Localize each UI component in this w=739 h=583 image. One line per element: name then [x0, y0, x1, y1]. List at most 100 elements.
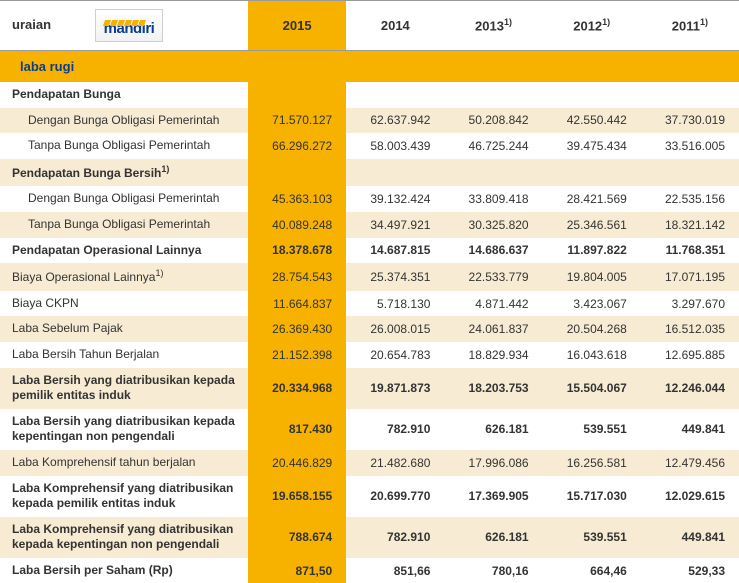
cell-value: 16.512.035 — [641, 316, 739, 342]
cell-value: 18.378.678 — [248, 238, 346, 264]
row-label: Biaya Operasional Lainnya1) — [0, 263, 248, 291]
cell-value: 18.321.142 — [641, 212, 739, 238]
table-row: Laba Bersih yang diatribusikan kepada pe… — [0, 368, 739, 409]
cell-value: 11.897.822 — [543, 238, 641, 264]
cell-value — [248, 82, 346, 108]
table-row: Pendapatan Bunga — [0, 82, 739, 108]
cell-value — [346, 159, 444, 187]
cell-value: 449.841 — [641, 517, 739, 558]
cell-value: 46.725.244 — [444, 133, 542, 159]
table-row: Laba Bersih per Saham (Rp)871,50851,6678… — [0, 558, 739, 583]
cell-value: 780,16 — [444, 558, 542, 583]
table-row: Biaya CKPN11.664.8375.718.1304.871.4423.… — [0, 291, 739, 317]
row-label: Laba Sebelum Pajak — [0, 316, 248, 342]
header-uraian: uraian mandiri — [0, 1, 248, 51]
cell-value: 3.423.067 — [543, 291, 641, 317]
cell-value: 12.029.615 — [641, 476, 739, 517]
row-label: Laba Komprehensif yang diatribusikan kep… — [0, 476, 248, 517]
cell-value: 12.246.044 — [641, 368, 739, 409]
cell-value: 788.674 — [248, 517, 346, 558]
row-label: Tanpa Bunga Obligasi Pemerintah — [0, 212, 248, 238]
cell-value — [444, 159, 542, 187]
cell-value: 18.829.934 — [444, 342, 542, 368]
cell-value: 21.482.680 — [346, 450, 444, 476]
cell-value — [346, 82, 444, 108]
cell-value: 626.181 — [444, 409, 542, 450]
row-label: Pendapatan Operasional Lainnya — [0, 238, 248, 264]
cell-value: 17.071.195 — [641, 263, 739, 291]
mandiri-logo: mandiri — [95, 9, 164, 42]
header-col-2012: 20121) — [543, 1, 641, 51]
table-row: Laba Komprehensif yang diatribusikan kep… — [0, 517, 739, 558]
cell-value: 782.910 — [346, 409, 444, 450]
cell-value: 21.152.398 — [248, 342, 346, 368]
cell-value: 871,50 — [248, 558, 346, 583]
cell-value: 817.430 — [248, 409, 346, 450]
cell-value: 50.208.842 — [444, 108, 542, 134]
cell-value: 33.516.005 — [641, 133, 739, 159]
table-row: Laba Bersih Tahun Berjalan21.152.39820.6… — [0, 342, 739, 368]
cell-value: 3.297.670 — [641, 291, 739, 317]
cell-value: 11.664.837 — [248, 291, 346, 317]
row-label: Dengan Bunga Obligasi Pemerintah — [0, 186, 248, 212]
cell-value: 626.181 — [444, 517, 542, 558]
row-label: Tanpa Bunga Obligasi Pemerintah — [0, 133, 248, 159]
table-row: Laba Komprehensif yang diatribusikan kep… — [0, 476, 739, 517]
table-row: Dengan Bunga Obligasi Pemerintah71.570.1… — [0, 108, 739, 134]
table-row: Pendapatan Operasional Lainnya18.378.678… — [0, 238, 739, 264]
row-label: Laba Bersih per Saham (Rp) — [0, 558, 248, 583]
cell-value: 62.637.942 — [346, 108, 444, 134]
table-row: Laba Sebelum Pajak26.369.43026.008.01524… — [0, 316, 739, 342]
cell-value — [248, 159, 346, 187]
table-row: Laba Komprehensif tahun berjalan20.446.8… — [0, 450, 739, 476]
cell-value: 19.804.005 — [543, 263, 641, 291]
cell-value: 28.754.543 — [248, 263, 346, 291]
cell-value: 66.296.272 — [248, 133, 346, 159]
cell-value: 4.871.442 — [444, 291, 542, 317]
cell-value: 12.695.885 — [641, 342, 739, 368]
cell-value: 42.550.442 — [543, 108, 641, 134]
cell-value: 449.841 — [641, 409, 739, 450]
cell-value: 539.551 — [543, 409, 641, 450]
row-label: Dengan Bunga Obligasi Pemerintah — [0, 108, 248, 134]
cell-value: 14.687.815 — [346, 238, 444, 264]
row-label: Biaya CKPN — [0, 291, 248, 317]
cell-value: 19.871.873 — [346, 368, 444, 409]
cell-value: 20.446.829 — [248, 450, 346, 476]
cell-value: 22.535.156 — [641, 186, 739, 212]
cell-value: 26.008.015 — [346, 316, 444, 342]
cell-value — [641, 159, 739, 187]
cell-value: 16.043.618 — [543, 342, 641, 368]
table-row: Laba Bersih yang diatribusikan kepada ke… — [0, 409, 739, 450]
table-row: Biaya Operasional Lainnya1)28.754.54325.… — [0, 263, 739, 291]
header-row: uraian mandiri 2015 2014 20131) 20121) 2… — [0, 1, 739, 51]
cell-value: 39.475.434 — [543, 133, 641, 159]
cell-value — [543, 82, 641, 108]
row-label: Laba Komprehensif tahun berjalan — [0, 450, 248, 476]
row-label: Laba Bersih yang diatribusikan kepada pe… — [0, 368, 248, 409]
uraian-label: uraian — [12, 17, 51, 32]
cell-value: 15.717.030 — [543, 476, 641, 517]
cell-value: 71.570.127 — [248, 108, 346, 134]
section-title: laba rugi — [0, 51, 739, 83]
financial-table: uraian mandiri 2015 2014 20131) 20121) 2… — [0, 0, 739, 583]
cell-value: 24.061.837 — [444, 316, 542, 342]
row-label: Laba Bersih yang diatribusikan kepada ke… — [0, 409, 248, 450]
section-title-row: laba rugi — [0, 51, 739, 83]
cell-value: 539.551 — [543, 517, 641, 558]
cell-value: 782.910 — [346, 517, 444, 558]
header-col-2013: 20131) — [444, 1, 542, 51]
header-col-2011: 20111) — [641, 1, 739, 51]
cell-value: 30.325.820 — [444, 212, 542, 238]
cell-value — [543, 159, 641, 187]
cell-value: 25.374.351 — [346, 263, 444, 291]
cell-value: 14.686.637 — [444, 238, 542, 264]
row-label: Pendapatan Bunga — [0, 82, 248, 108]
cell-value: 15.504.067 — [543, 368, 641, 409]
row-label: Laba Bersih Tahun Berjalan — [0, 342, 248, 368]
cell-value: 11.768.351 — [641, 238, 739, 264]
cell-value: 26.369.430 — [248, 316, 346, 342]
cell-value: 5.718.130 — [346, 291, 444, 317]
row-label: Laba Komprehensif yang diatribusikan kep… — [0, 517, 248, 558]
table-row: Tanpa Bunga Obligasi Pemerintah40.089.24… — [0, 212, 739, 238]
